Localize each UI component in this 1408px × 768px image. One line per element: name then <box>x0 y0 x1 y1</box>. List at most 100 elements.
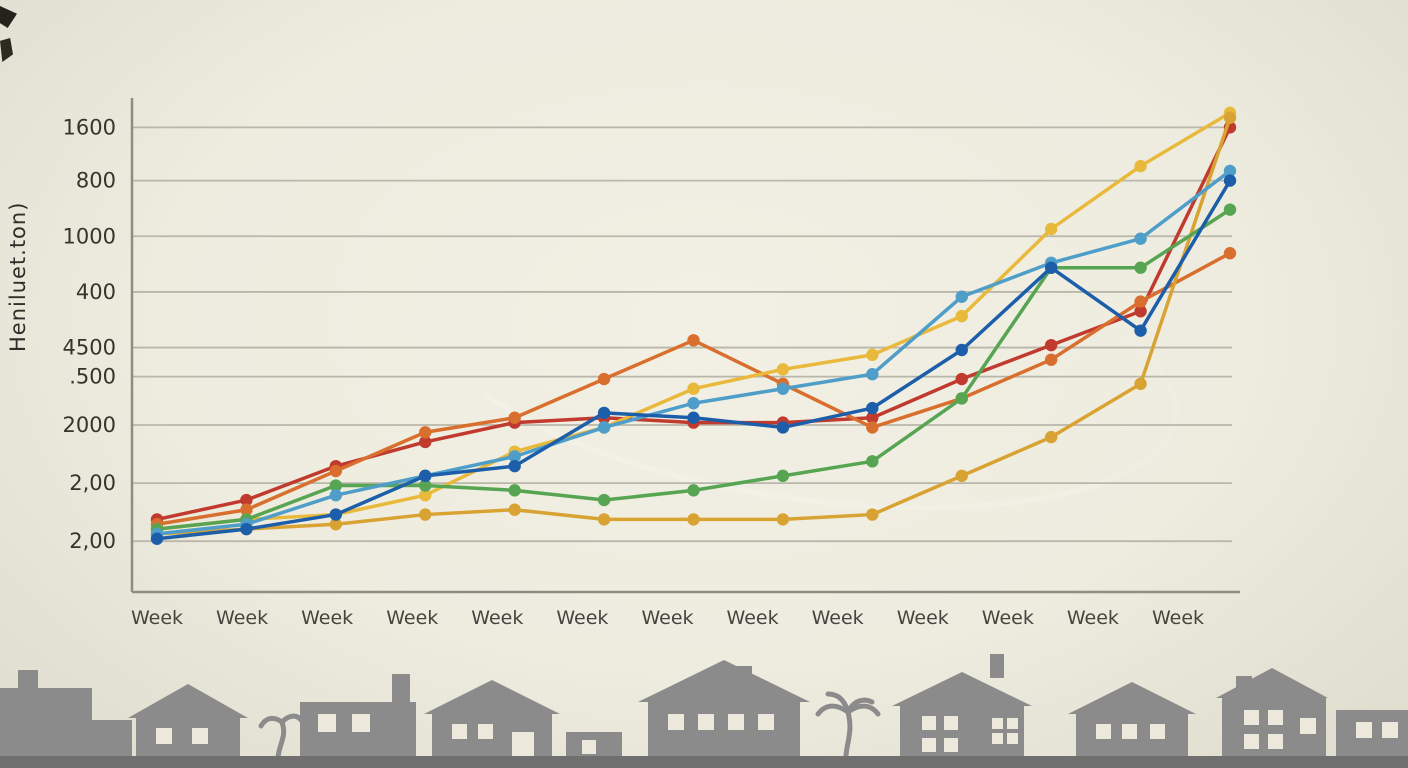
x-tick-label: Week <box>897 607 949 629</box>
roof <box>1068 682 1196 714</box>
chimney <box>736 666 752 692</box>
data-point-green <box>597 493 611 507</box>
data-point-orange <box>1134 295 1147 308</box>
data-point-green <box>419 479 432 492</box>
data-point-dark-blue <box>597 406 611 420</box>
x-tick-label: Week <box>982 607 1034 629</box>
y-tick-label: 2,00 <box>69 529 116 553</box>
x-tick-label: Week <box>1152 607 1204 629</box>
data-point-yellow <box>687 382 700 395</box>
chimney <box>990 654 1004 678</box>
data-point-red <box>1134 305 1147 318</box>
data-point-yellow <box>419 489 432 502</box>
y-tick-label: 800 <box>76 169 116 193</box>
data-point-gold <box>508 503 521 516</box>
chimney <box>1236 676 1252 700</box>
data-point-red <box>866 411 879 424</box>
data-point-gold <box>1044 430 1058 444</box>
data-point-gold <box>1134 377 1147 391</box>
city-skyline-silhouette <box>0 654 1408 768</box>
data-point-gold <box>866 508 879 521</box>
data-point-gold <box>419 508 432 521</box>
data-point-light-blue <box>329 489 343 502</box>
skyline-ground-strip <box>0 756 1408 768</box>
skyline-buildings <box>0 654 1408 768</box>
data-point-red <box>1044 338 1058 352</box>
data-point-green <box>866 455 879 468</box>
roof <box>892 672 1032 706</box>
data-point-orange <box>1223 247 1237 260</box>
data-point-light-blue <box>866 368 879 381</box>
roof <box>1216 668 1328 698</box>
data-point-dark-blue <box>1044 261 1058 274</box>
data-point-gold <box>1223 111 1237 124</box>
data-point-orange <box>508 411 521 424</box>
data-point-yellow <box>1134 159 1147 173</box>
data-point-light-blue <box>687 397 700 410</box>
data-point-dark-blue <box>1134 324 1147 337</box>
data-point-orange <box>597 372 611 386</box>
data-point-yellow <box>1044 222 1058 236</box>
data-point-gold <box>329 518 343 531</box>
building-windows <box>156 710 1398 768</box>
x-tick-label: Week <box>641 607 693 629</box>
data-point-green <box>508 484 521 497</box>
data-point-gold <box>597 513 611 526</box>
data-point-red <box>419 435 432 449</box>
data-point-red <box>955 372 968 386</box>
chimney <box>18 670 38 694</box>
data-point-dark-blue <box>329 508 343 521</box>
x-tick-label: Week <box>556 607 608 629</box>
data-point-light-blue <box>597 421 611 434</box>
x-tick-label: Week <box>727 607 779 629</box>
data-point-orange <box>329 464 343 478</box>
data-point-gold <box>776 513 790 526</box>
data-point-dark-blue <box>1223 174 1237 187</box>
y-tick-label: .500 <box>69 365 116 389</box>
corner-artifact <box>0 38 13 62</box>
data-point-green <box>329 479 343 492</box>
y-tick-label: 400 <box>76 280 116 304</box>
data-point-dark-blue <box>508 459 521 473</box>
data-point-green <box>1134 261 1147 274</box>
data-point-yellow <box>776 363 790 376</box>
x-tick-label: Week <box>1067 607 1119 629</box>
data-point-green <box>955 392 968 405</box>
data-point-dark-blue <box>866 401 879 415</box>
y-tick-label: 2000 <box>63 413 116 437</box>
data-point-gold <box>687 513 700 526</box>
data-point-green <box>776 469 790 483</box>
y-tick-label: 4500 <box>63 336 116 360</box>
data-point-orange <box>866 421 879 434</box>
data-point-orange <box>240 503 253 516</box>
x-tick-label: Week <box>301 607 353 629</box>
chimney <box>392 674 410 704</box>
data-point-dark-blue <box>240 522 253 536</box>
data-point-dark-blue <box>687 411 700 424</box>
data-point-green <box>687 484 700 497</box>
roof <box>424 680 560 714</box>
data-point-light-blue <box>1134 232 1147 245</box>
x-tick-label: Week <box>812 607 864 629</box>
data-point-light-blue <box>1223 164 1237 178</box>
data-point-dark-blue <box>419 469 432 483</box>
y-tick-label: 1600 <box>63 115 116 139</box>
data-point-dark-blue <box>776 421 790 434</box>
data-point-orange <box>687 334 700 347</box>
x-tick-label: Week <box>216 607 268 629</box>
series-line-red <box>155 125 1232 522</box>
y-tick-label: 1000 <box>63 224 116 248</box>
data-point-gold <box>955 469 968 483</box>
data-point-yellow <box>866 348 879 362</box>
data-point-orange <box>1044 353 1058 366</box>
roof <box>638 660 810 702</box>
data-point-light-blue <box>955 290 968 303</box>
data-point-dark-blue <box>955 343 968 357</box>
x-tick-label: Week <box>386 607 438 629</box>
x-tick-label: Week <box>471 607 523 629</box>
data-point-light-blue <box>776 382 790 395</box>
data-point-green <box>1223 203 1237 216</box>
data-point-red <box>240 493 253 507</box>
